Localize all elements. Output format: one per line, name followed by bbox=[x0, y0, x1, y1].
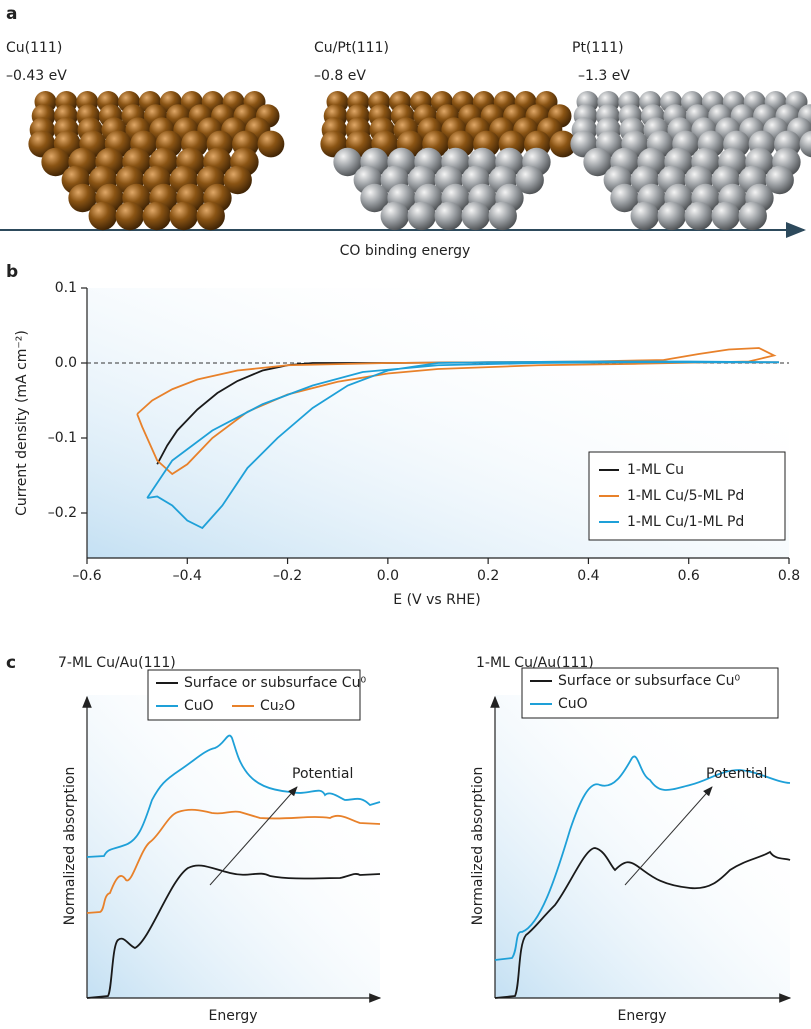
x-axis-label: Energy bbox=[617, 1008, 666, 1024]
arrow-label: Potential bbox=[292, 766, 353, 782]
x-tick-label: –0.2 bbox=[273, 568, 302, 584]
atom bbox=[658, 202, 686, 230]
legend-label: Surface or subsurface Cu⁰ bbox=[184, 675, 366, 691]
atom-slab bbox=[320, 91, 576, 230]
figure: a Cu(111) –0.43 eV Cu/Pt(111) –0.8 eV Pt… bbox=[0, 0, 811, 1029]
surface-energy: –1.3 eV bbox=[578, 68, 630, 84]
x-tick-label: 0.0 bbox=[377, 568, 399, 584]
atom bbox=[170, 202, 198, 230]
surface-energy: –0.43 eV bbox=[6, 68, 67, 84]
y-axis-label: Normalized absorption bbox=[470, 767, 486, 926]
y-tick-label: 0.0 bbox=[55, 355, 77, 371]
surface-name: Cu(111) bbox=[6, 40, 62, 56]
surface-name: Pt(111) bbox=[572, 40, 624, 56]
y-tick-label: –0.2 bbox=[48, 505, 77, 521]
legend-label: 1-ML Cu/5-ML Pd bbox=[627, 488, 744, 504]
legend-label: Surface or subsurface Cu⁰ bbox=[558, 673, 740, 689]
atom bbox=[116, 202, 144, 230]
panel-label: a bbox=[6, 4, 17, 24]
legend-label: CuO bbox=[184, 698, 214, 714]
atom bbox=[435, 202, 463, 230]
atom bbox=[258, 131, 285, 158]
atom bbox=[712, 202, 740, 230]
plot-background bbox=[495, 695, 790, 998]
x-tick-label: 0.4 bbox=[577, 568, 599, 584]
y-tick-label: 0.1 bbox=[55, 280, 77, 296]
atom bbox=[462, 202, 490, 230]
x-tick-label: 0.8 bbox=[778, 568, 800, 584]
panel-b: b Current density (mA cm⁻²) E (V vs RHE)… bbox=[6, 262, 800, 608]
atom bbox=[89, 202, 117, 230]
plot-title: 7-ML Cu/Au(111) bbox=[58, 655, 176, 671]
axis-label: CO binding energy bbox=[340, 243, 471, 259]
x-axis-label: E (V vs RHE) bbox=[393, 592, 480, 608]
legend-label: 1-ML Cu/1-ML Pd bbox=[627, 514, 744, 530]
legend-label: Cu₂O bbox=[260, 698, 295, 714]
atom bbox=[197, 202, 225, 230]
surface-name: Cu/Pt(111) bbox=[314, 40, 389, 56]
atom bbox=[739, 202, 767, 230]
y-tick-label: –0.1 bbox=[48, 430, 77, 446]
x-tick-label: 0.2 bbox=[477, 568, 499, 584]
x-axis-label: Energy bbox=[208, 1008, 257, 1024]
surface-energy: –0.8 eV bbox=[314, 68, 366, 84]
panel-c: c 7-ML Cu/Au(111) 1-ML Cu/Au(111) Potent… bbox=[6, 653, 790, 1024]
atom-slab bbox=[28, 91, 284, 230]
atom bbox=[381, 202, 409, 230]
atom bbox=[489, 202, 517, 230]
panel-a: a Cu(111) –0.43 eV Cu/Pt(111) –0.8 eV Pt… bbox=[0, 4, 811, 259]
x-tick-label: 0.6 bbox=[678, 568, 700, 584]
x-tick-label: –0.6 bbox=[72, 568, 101, 584]
y-axis-label: Normalized absorption bbox=[62, 767, 78, 926]
legend-label: CuO bbox=[558, 696, 588, 712]
atom bbox=[143, 202, 171, 230]
atom bbox=[685, 202, 713, 230]
legend-label: 1-ML Cu bbox=[627, 462, 684, 478]
atom-slab bbox=[570, 91, 811, 230]
y-axis-label: Current density (mA cm⁻²) bbox=[14, 330, 30, 516]
x-tick-label: –0.4 bbox=[173, 568, 202, 584]
panel-label: b bbox=[6, 262, 18, 282]
arrow-label: Potential bbox=[706, 766, 767, 782]
atom bbox=[631, 202, 659, 230]
atom bbox=[408, 202, 436, 230]
panel-label: c bbox=[6, 653, 16, 673]
